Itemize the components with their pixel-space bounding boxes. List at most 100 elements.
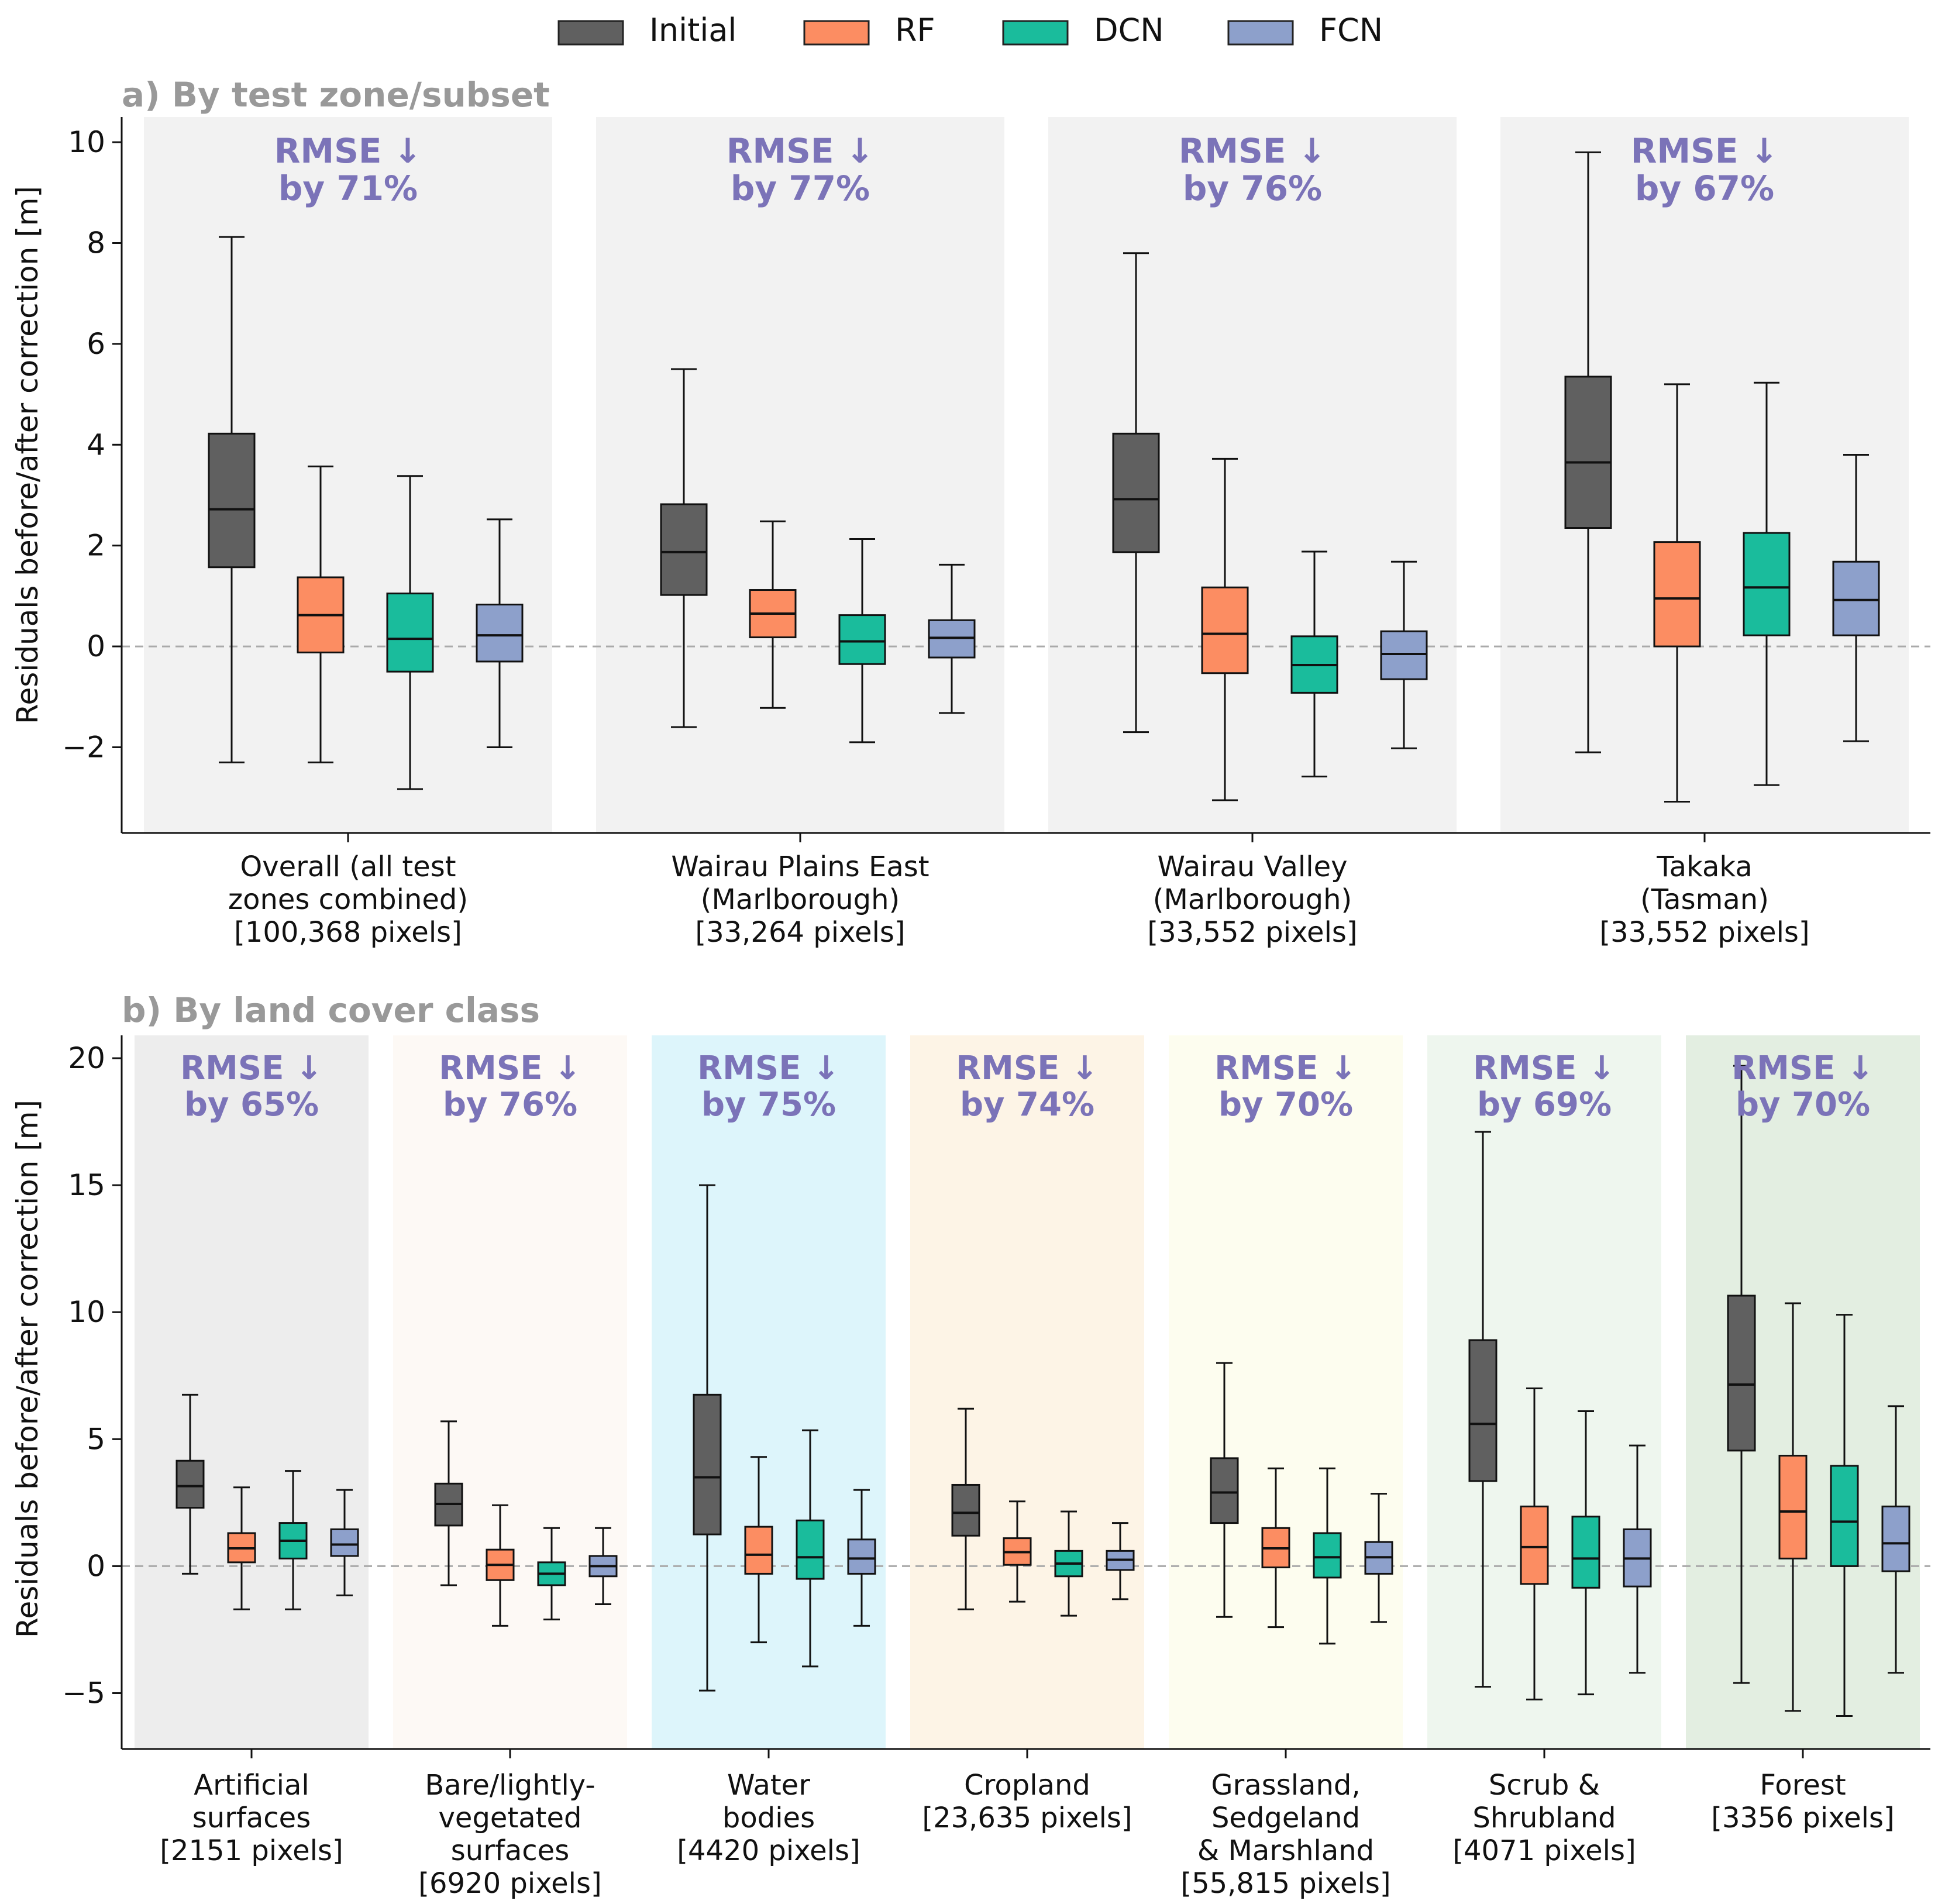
panel-a-group-3-rmse-value: by 76% [1183,168,1322,208]
category-label-line: [4420 pixels] [677,1834,860,1867]
panel-a-group-2-initial-box [660,503,708,596]
category-label-line: Wairau Valley [1157,851,1347,883]
legend-item-rf: RF [803,12,935,49]
legend-swatch-initial [557,20,624,46]
category-label-line: vegetated [439,1802,582,1834]
panel-a-ytick-label: 8 [87,226,105,260]
panel-a-group-3-rmse-label: RMSE ↓ [1179,131,1327,171]
panel-b-group-7-rmse-label: RMSE ↓ [1731,1049,1874,1087]
panel-a-group-2-rmse-value: by 77% [731,168,870,208]
legend-swatch-rf [803,20,870,46]
panel-a-group-1-initial-box [208,432,256,569]
panel-a-group-1-label: Overall (all test zones combined) [100,368… [228,851,468,949]
panel-a-group-4-rmse-label: RMSE ↓ [1631,131,1779,171]
panel-b-group-6-background [1427,1035,1661,1749]
panel-a-group-2-background [596,117,1004,833]
category-label-line: surfaces [192,1802,311,1834]
panel-a-group-3-rf-box [1201,586,1249,674]
panel-a-group-4-initial-box [1564,376,1612,529]
panel-a-group-3-initial-box [1112,432,1160,553]
panel-b-ytick-label: 5 [87,1422,105,1456]
category-label-line: Water [727,1769,810,1802]
panel-b-ytick-label: −5 [62,1676,105,1710]
panel-a-group-3-fcn-box [1380,630,1428,680]
panel-b-group-7-label: Forest [3356 pixels] [1711,1769,1894,1834]
panel-a-ytick-label: −2 [62,730,105,764]
panel-a-group-2-label: Wairau Plains East (Marlborough) [33,264 p… [671,851,929,949]
panel-b-group-1-initial-box [175,1459,205,1509]
panel-b-group-3-initial-box [693,1393,722,1535]
panel-b-group-5-dcn-box [1313,1532,1342,1579]
panel-b-ylabel: Residuals before/after correction [m] [11,1100,44,1638]
panel-b-group-7-background [1686,1035,1920,1749]
panel-b-group-3-rmse-label: RMSE ↓ [697,1049,840,1087]
panel-a-group-4-rf-box [1653,541,1701,648]
panel-b-group-3-background [652,1035,886,1749]
category-label-line: (Tasman) [1640,883,1769,916]
category-label-line: [33,552 pixels] [1147,916,1357,949]
panel-b-group-4-initial-box [951,1483,980,1537]
category-label-line: bodies [722,1802,815,1834]
panel-b-ytick-label: 20 [68,1041,105,1075]
category-label-line: Wairau Plains East [671,851,929,883]
panel-b-group-5-background [1169,1035,1403,1749]
panel-b-group-4-rmse-value: by 74% [960,1086,1094,1124]
panel-a-group-4-background [1500,117,1909,833]
panel-a-group-3-background [1048,117,1457,833]
category-label-line: Takaka [1656,851,1753,883]
category-label-line: Cropland [964,1769,1090,1802]
legend-swatch-dcn [1002,20,1069,46]
panel-a-group-1-fcn-box [476,604,524,663]
panel-b-group-5-initial-box [1210,1457,1239,1524]
legend-label-initial: Initial [649,12,736,49]
panel-b-group-6-dcn-box [1571,1516,1600,1589]
panel-b-group-2-rmse-label: RMSE ↓ [439,1049,581,1087]
panel-b-group-4-rmse-label: RMSE ↓ [956,1049,1099,1087]
panel-b-group-1-background [135,1035,369,1749]
category-label-line: (Marlborough) [701,883,900,916]
panel-b-group-2-label: Bare/lightly-vegetated surfaces [6920 pixe… [418,1769,601,1900]
panel-b-group-7-fcn-box [1881,1505,1910,1572]
category-label-line: (Marlborough) [1153,883,1352,916]
panel-b-group-7-rmse-value: by 70% [1736,1086,1870,1124]
panel-a-group-4-fcn-box [1832,560,1880,636]
legend-label-rf: RF [895,12,935,49]
panel-b-group-3-fcn-box [847,1538,876,1575]
category-label-line: [4071 pixels] [1452,1834,1636,1867]
panel-b-group-5-label: Grassland, Sedgeland & Marshland [55,815 pi… [1180,1769,1390,1900]
category-label-line: Forest [1760,1769,1846,1802]
category-label-line: Artificial [194,1769,309,1802]
category-label-line: Sedgeland [1211,1802,1360,1834]
category-label-line: [3356 pixels] [1711,1802,1894,1834]
panel-b-title: b) By land cover class [122,990,540,1030]
panel-a-group-3-label: Wairau Valley (Marlborough) [33,552 pixels… [1147,851,1357,949]
panel-b-group-2-rmse-value: by 76% [443,1086,577,1124]
panel-a-ytick-label: 4 [87,428,105,462]
panel-b-group-1-label: Artificial surfaces [2151 pixels] [160,1769,343,1867]
panel-b-group-5-rmse-value: by 70% [1218,1086,1353,1124]
panel-a-group-1-rmse-value: by 71% [278,168,418,208]
panel-b-ytick-label: 10 [68,1295,105,1329]
panel-a-ytick-label: 0 [87,629,105,663]
panel-a-ytick-label: 2 [87,529,105,563]
category-label-line: Bare/lightly- [425,1769,595,1802]
panel-a-title: a) By test zone/subset [122,75,550,115]
category-label-line: surfaces [451,1834,569,1867]
panel-a-group-1-dcn-box [386,593,434,673]
category-label-line: [33,552 pixels] [1599,916,1809,949]
panel-a-group-4-rmse-value: by 67% [1635,168,1774,208]
category-label-line: [33,264 pixels] [695,916,905,949]
panel-b-group-4-label: Cropland [23,635 pixels] [922,1769,1132,1834]
category-label-line: Overall (all test [240,851,456,883]
category-label-line: [23,635 pixels] [922,1802,1132,1834]
panel-b-group-3-rf-box [744,1526,773,1575]
panel-b-group-3-dcn-box [796,1519,825,1580]
panel-b-group-4-background [910,1035,1144,1749]
panel-b-group-6-label: Scrub & Shrubland [4071 pixels] [1452,1769,1636,1867]
category-label-line: Shrubland [1472,1802,1616,1834]
category-label-line: zones combined) [228,883,468,916]
panel-b-group-6-rmse-label: RMSE ↓ [1473,1049,1616,1087]
